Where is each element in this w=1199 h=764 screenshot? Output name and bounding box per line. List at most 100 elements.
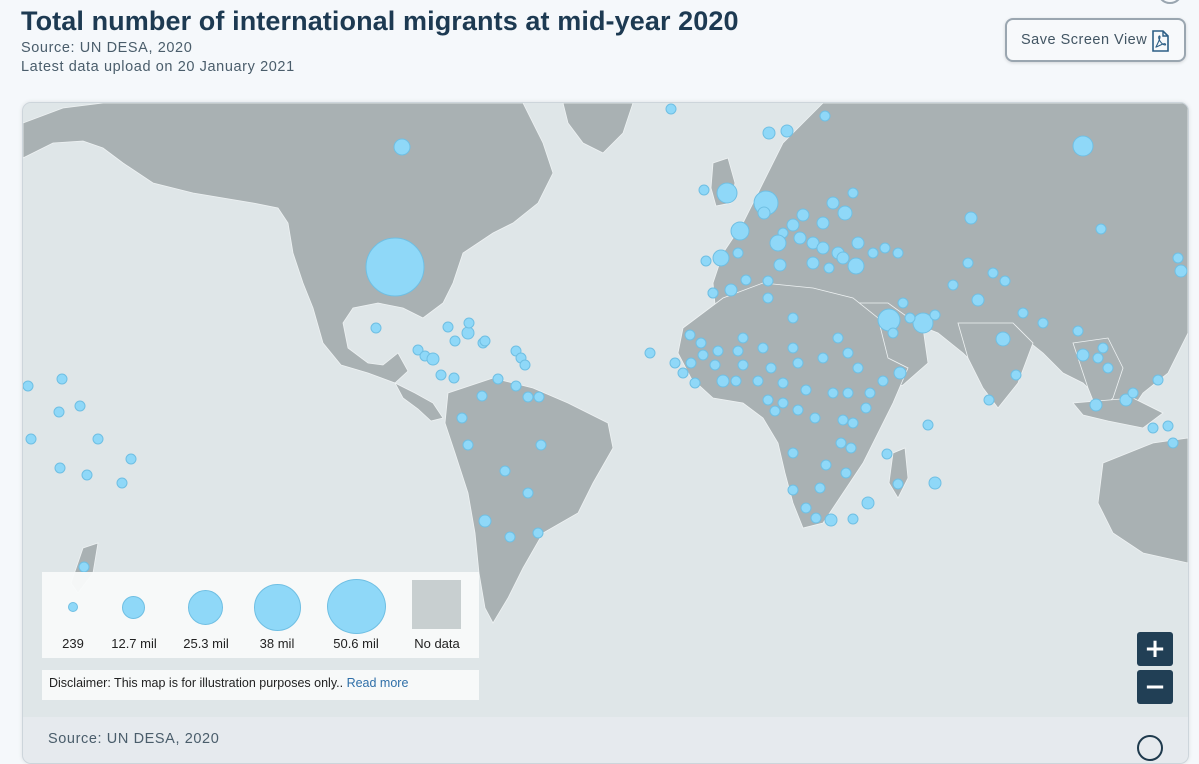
country-bubble[interactable] xyxy=(370,322,382,334)
country-bubble[interactable] xyxy=(1174,264,1188,278)
country-bubble[interactable] xyxy=(125,453,137,465)
country-bubble[interactable] xyxy=(476,390,488,402)
country-bubble[interactable] xyxy=(684,329,696,341)
info-circle-icon[interactable] xyxy=(1157,0,1183,4)
country-bubble[interactable] xyxy=(737,359,749,371)
country-bubble[interactable] xyxy=(800,384,812,396)
zoom-in-button[interactable]: + xyxy=(1137,632,1173,666)
country-bubble[interactable] xyxy=(732,345,744,357)
country-bubble[interactable] xyxy=(912,312,934,334)
country-bubble[interactable] xyxy=(53,406,65,418)
country-bubble[interactable] xyxy=(81,469,93,481)
country-bubble[interactable] xyxy=(845,442,857,454)
country-bubble[interactable] xyxy=(819,110,831,122)
country-bubble[interactable] xyxy=(442,321,454,333)
country-bubble[interactable] xyxy=(796,208,810,222)
country-bubble[interactable] xyxy=(786,218,800,232)
country-bubble[interactable] xyxy=(1010,369,1022,381)
country-bubble[interactable] xyxy=(769,405,781,417)
country-bubble[interactable] xyxy=(947,279,959,291)
country-bubble[interactable] xyxy=(762,126,776,140)
country-bubble[interactable] xyxy=(762,394,774,406)
country-bubble[interactable] xyxy=(836,251,850,265)
country-bubble[interactable] xyxy=(962,257,974,269)
country-bubble[interactable] xyxy=(792,404,804,416)
country-bubble[interactable] xyxy=(393,138,411,156)
country-bubble[interactable] xyxy=(479,335,491,347)
country-bubble[interactable] xyxy=(847,417,859,429)
country-bubble[interactable] xyxy=(787,484,799,496)
country-bubble[interactable] xyxy=(1072,325,1084,337)
country-bubble[interactable] xyxy=(852,362,864,374)
country-bubble[interactable] xyxy=(730,221,750,241)
country-bubble[interactable] xyxy=(365,237,425,297)
country-bubble[interactable] xyxy=(823,262,835,274)
country-bubble[interactable] xyxy=(879,242,891,254)
country-bubble[interactable] xyxy=(904,312,916,324)
country-bubble[interactable] xyxy=(847,257,865,275)
country-bubble[interactable] xyxy=(56,373,68,385)
country-bubble[interactable] xyxy=(752,375,764,387)
country-bubble[interactable] xyxy=(999,275,1011,287)
country-bubble[interactable] xyxy=(835,437,847,449)
country-bubble[interactable] xyxy=(847,513,859,525)
country-bubble[interactable] xyxy=(74,400,86,412)
country-bubble[interactable] xyxy=(737,332,749,344)
country-bubble[interactable] xyxy=(435,369,447,381)
country-bubble[interactable] xyxy=(510,380,522,392)
country-bubble[interactable] xyxy=(426,352,440,366)
country-bubble[interactable] xyxy=(724,283,738,297)
country-bubble[interactable] xyxy=(787,342,799,354)
country-bubble[interactable] xyxy=(826,196,840,210)
country-bubble[interactable] xyxy=(665,103,677,115)
country-bubble[interactable] xyxy=(842,347,854,359)
country-bubble[interactable] xyxy=(769,234,787,252)
country-bubble[interactable] xyxy=(881,448,893,460)
country-bubble[interactable] xyxy=(1167,437,1179,449)
country-bubble[interactable] xyxy=(740,274,752,286)
country-bubble[interactable] xyxy=(793,231,807,245)
country-bubble[interactable] xyxy=(463,317,475,329)
country-bubble[interactable] xyxy=(840,467,852,479)
country-bubble[interactable] xyxy=(809,412,821,424)
country-bubble[interactable] xyxy=(697,349,709,361)
country-bubble[interactable] xyxy=(820,459,832,471)
country-bubble[interactable] xyxy=(522,391,534,403)
country-bubble[interactable] xyxy=(827,387,839,399)
country-bubble[interactable] xyxy=(928,476,942,490)
country-bubble[interactable] xyxy=(887,327,899,339)
country-bubble[interactable] xyxy=(700,255,712,267)
country-bubble[interactable] xyxy=(877,375,889,387)
country-bubble[interactable] xyxy=(780,124,794,138)
country-bubble[interactable] xyxy=(1017,307,1029,319)
country-bubble[interactable] xyxy=(787,312,799,324)
country-bubble[interactable] xyxy=(478,514,492,528)
country-bubble[interactable] xyxy=(535,439,547,451)
country-bubble[interactable] xyxy=(712,249,730,267)
country-bubble[interactable] xyxy=(730,375,742,387)
country-bubble[interactable] xyxy=(92,433,104,445)
country-bubble[interactable] xyxy=(864,387,876,399)
country-bubble[interactable] xyxy=(716,374,730,388)
country-bubble[interactable] xyxy=(698,184,710,196)
country-bubble[interactable] xyxy=(1089,398,1103,412)
country-bubble[interactable] xyxy=(492,373,504,385)
country-bubble[interactable] xyxy=(757,342,769,354)
footer-info-icon[interactable] xyxy=(1137,735,1163,761)
country-bubble[interactable] xyxy=(867,247,879,259)
country-bubble[interactable] xyxy=(456,412,468,424)
country-bubble[interactable] xyxy=(851,236,865,250)
country-bubble[interactable] xyxy=(1097,342,1109,354)
country-bubble[interactable] xyxy=(533,391,545,403)
country-bubble[interactable] xyxy=(762,292,774,304)
read-more-link[interactable]: Read more xyxy=(346,676,409,690)
country-bubble[interactable] xyxy=(816,241,830,255)
country-bubble[interactable] xyxy=(837,414,849,426)
country-bubble[interactable] xyxy=(810,512,822,524)
country-bubble[interactable] xyxy=(757,206,771,220)
country-bubble[interactable] xyxy=(892,247,904,259)
country-bubble[interactable] xyxy=(1037,317,1049,329)
country-bubble[interactable] xyxy=(412,344,424,356)
country-bubble[interactable] xyxy=(1152,374,1164,386)
country-bubble[interactable] xyxy=(1076,348,1090,362)
